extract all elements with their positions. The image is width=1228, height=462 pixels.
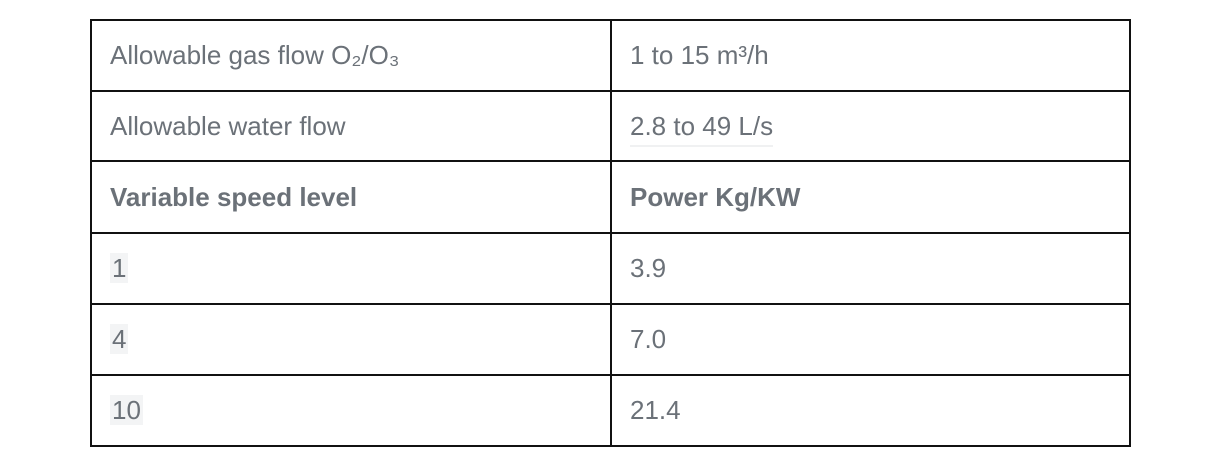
column-header: Power Kg/KW [610, 160, 1131, 234]
table-row: 10 21.4 [90, 374, 1131, 447]
cell-value: 1 to 15 m³/h [610, 19, 1131, 92]
table-row: Allowable water flow 2.8 to 49 L/s [90, 90, 1131, 162]
power-value: 3.9 [630, 253, 667, 283]
table-row: 1 3.9 [90, 232, 1131, 305]
cell-value: 2.8 to 49 L/s [610, 90, 1131, 162]
specifications-table: Allowable gas flow O₂/O₃ 1 to 15 m³/h Al… [90, 19, 1131, 447]
cell-value: 3.9 [610, 232, 1131, 305]
cell-label: 1 [90, 232, 612, 305]
cell-value: 7.0 [610, 303, 1131, 376]
power-header: Power Kg/KW [630, 181, 801, 212]
table-header-row: Variable speed level Power Kg/KW [90, 160, 1131, 234]
cell-label: Allowable gas flow O₂/O₃ [90, 19, 612, 92]
power-value: 21.4 [630, 395, 681, 425]
speed-level-header: Variable speed level [110, 181, 358, 212]
column-header: Variable speed level [90, 160, 612, 234]
cell-label: 10 [90, 374, 612, 447]
speed-level: 4 [110, 324, 129, 354]
power-value: 7.0 [630, 324, 667, 354]
speed-level: 10 [110, 395, 143, 425]
table-row: Allowable gas flow O₂/O₃ 1 to 15 m³/h [90, 19, 1131, 92]
cell-label: Allowable water flow [90, 90, 612, 162]
cell-label: 4 [90, 303, 612, 376]
cell-value: 21.4 [610, 374, 1131, 447]
water-flow-value: 2.8 to 49 L/s [630, 110, 774, 147]
table-row: 4 7.0 [90, 303, 1131, 376]
speed-level: 1 [110, 253, 129, 283]
gas-flow-label: Allowable gas flow O₂/O₃ [110, 40, 400, 70]
water-flow-label: Allowable water flow [110, 110, 346, 141]
gas-flow-value: 1 to 15 m³/h [630, 40, 769, 70]
